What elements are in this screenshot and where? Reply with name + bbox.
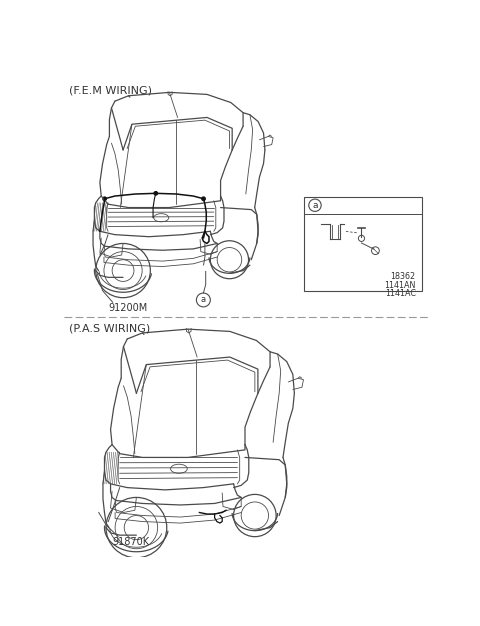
Text: 91870K: 91870K (113, 537, 150, 547)
Circle shape (154, 192, 157, 195)
Circle shape (202, 197, 205, 200)
Circle shape (103, 197, 107, 200)
FancyBboxPatch shape (304, 197, 422, 290)
Text: a: a (201, 295, 206, 304)
Text: 1141AC: 1141AC (385, 289, 416, 299)
Text: 1141AN: 1141AN (384, 281, 416, 290)
Text: a: a (312, 201, 318, 210)
Text: (F.E.M WIRING): (F.E.M WIRING) (69, 86, 152, 96)
Text: 18362: 18362 (391, 272, 416, 281)
Text: 91200M: 91200M (108, 303, 147, 313)
Text: (P.A.S WIRING): (P.A.S WIRING) (69, 323, 151, 333)
